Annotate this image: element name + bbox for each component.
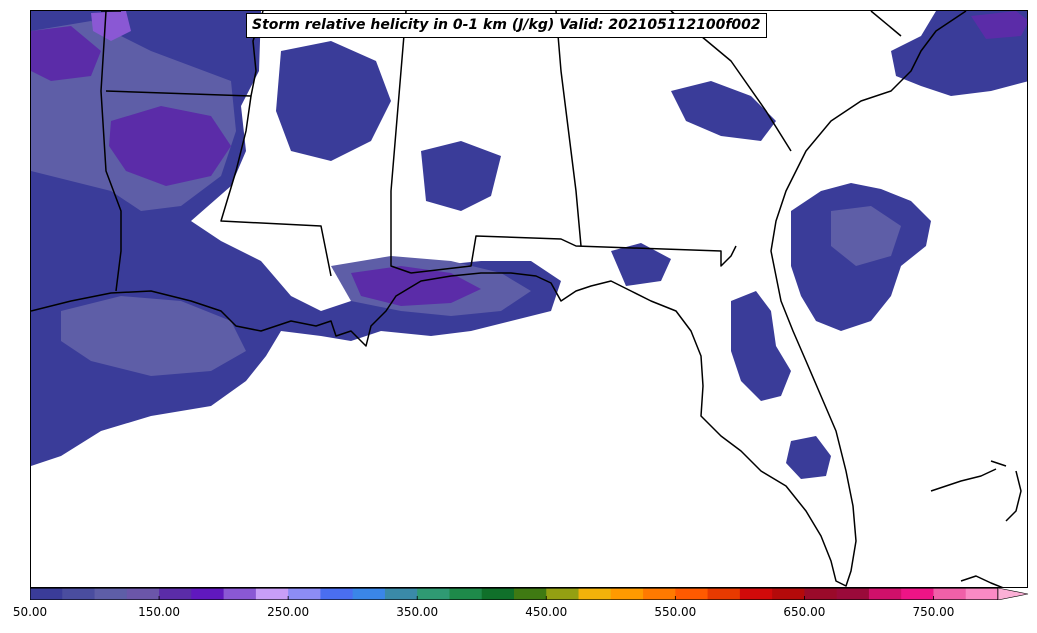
- colorbar-bin: [288, 588, 321, 600]
- colorbar-tick-label: 750.00: [912, 605, 955, 619]
- colorbar-bin: [384, 588, 418, 600]
- state-line-ar-ok: [100, 11, 107, 92]
- map-panel: [30, 10, 1028, 588]
- colorbar-tick-label: 50.00: [12, 605, 48, 619]
- colorbar-tick-label: 450.00: [525, 605, 568, 619]
- helicity-region-central: [421, 141, 501, 211]
- helicity-max-northeast: [971, 11, 1027, 39]
- colorbar-bin: [965, 588, 999, 600]
- colorbar-bin: [320, 588, 354, 600]
- colorbar-tick-label: 550.00: [654, 605, 697, 619]
- colorbar-tick-label: 650.00: [783, 605, 826, 619]
- colorbar-bin: [772, 588, 805, 600]
- helicity-region-georgia: [611, 243, 671, 286]
- colorbar-bin: [255, 588, 289, 600]
- helicity-region-north-central: [276, 41, 391, 161]
- cuba-outline: [960, 575, 1004, 587]
- helicity-max-arkansas: [109, 106, 231, 186]
- colorbar-bin: [126, 588, 160, 600]
- colorbar: [30, 588, 1029, 600]
- colorbar-bin: [901, 588, 934, 600]
- helicity-max-northwest: [31, 26, 101, 81]
- state-line-sc-nc: [870, 11, 902, 37]
- colorbar-bin: [352, 588, 386, 600]
- helicity-region-florida-east: [731, 291, 791, 401]
- colorbar-bin: [836, 588, 870, 600]
- bahamas-outline: [930, 460, 1022, 522]
- colorbar-bin: [417, 588, 450, 600]
- colorbar-tick-label: 350.00: [396, 605, 439, 619]
- colorbar-tick-label: 150.00: [138, 605, 181, 619]
- colorbar-bin: [546, 588, 580, 600]
- map-canvas: [31, 11, 1027, 587]
- colorbar-bin: [707, 588, 741, 600]
- colorbar-bin: [739, 588, 773, 600]
- colorbar-bin: [191, 588, 225, 600]
- colorbar-bin: [449, 588, 483, 600]
- colorbar-bin: [578, 588, 612, 600]
- helicity-field: [31, 11, 1027, 479]
- boundaries: [31, 11, 1022, 587]
- colorbar-bin: [94, 588, 128, 600]
- helicity-region-carolina: [671, 81, 776, 141]
- colorbar-bin: [804, 588, 838, 600]
- colorbar-bin: [159, 588, 192, 600]
- coastline-gulf: [31, 11, 967, 587]
- colorbar-bin: [481, 588, 515, 600]
- state-line-tx-la: [100, 11, 122, 292]
- colorbar-bin: [62, 588, 96, 600]
- colorbar-bin: [30, 588, 63, 600]
- colorbar-bin: [514, 588, 547, 600]
- helicity-peak-north: [91, 11, 131, 41]
- state-line-ms-al: [390, 11, 412, 274]
- helicity-core-texas-coast: [61, 296, 246, 376]
- map-title: Storm relative helicity in 0-1 km (J/kg)…: [246, 13, 767, 38]
- colorbar-bin: [933, 588, 967, 600]
- colorbar-bin: [643, 588, 676, 600]
- colorbar-bin: [223, 588, 257, 600]
- colorbar-bin: [675, 588, 709, 600]
- state-line-la-ms: [220, 95, 332, 277]
- colorbar-extend-arrow: [997, 588, 1029, 600]
- state-line-al-fl: [410, 235, 737, 274]
- colorbar-bin: [868, 588, 902, 600]
- state-line-al-ga: [555, 11, 582, 247]
- colorbar-tick-label: 250.00: [267, 605, 310, 619]
- helicity-core-atlantic: [831, 206, 901, 266]
- colorbar-outline: [30, 588, 999, 600]
- colorbar-bin: [610, 588, 644, 600]
- helicity-region-florida-south: [786, 436, 831, 479]
